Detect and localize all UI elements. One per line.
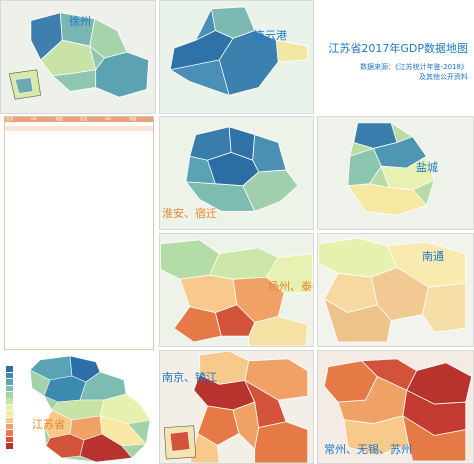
table-cell — [5, 131, 30, 136]
table-header-cell: GDP — [30, 117, 38, 121]
map-panel-xuzhou: 徐州 — [0, 0, 156, 114]
legend-swatch — [6, 417, 13, 424]
legend-item — [6, 423, 46, 430]
legend-swatch — [6, 366, 13, 372]
table-cell — [128, 131, 153, 136]
legend-item — [6, 385, 46, 392]
huaian-suqian-map — [185, 126, 299, 212]
map-panel-jiangsu: 江苏省 — [0, 350, 156, 464]
map-panel-nanjing-zhenjiang: 南京、镇江 — [159, 350, 314, 464]
legend-item — [6, 411, 46, 417]
panel-label-jiangsu: 江苏省 — [32, 418, 65, 431]
legend-swatch — [6, 398, 13, 404]
lianyungang-map — [169, 6, 309, 96]
map-panel-yangzhou-taizhou: 扬州、泰州 — [159, 233, 314, 347]
legend-item — [6, 443, 46, 449]
panel-label-nanjing-zhenjiang: 南京、镇江 — [162, 371, 217, 384]
legend-item — [6, 398, 46, 404]
legend-item — [6, 436, 46, 443]
table-header-cell: 增速 — [129, 117, 137, 121]
panel-label-huaian-suqian: 淮安、宿迁 — [162, 207, 217, 220]
yancheng-map — [347, 122, 435, 216]
table-header-cell: GDP — [104, 117, 112, 121]
legend-swatch — [6, 423, 13, 430]
panel-label-lianyungang: 连云港 — [254, 29, 287, 42]
map-panel-lianyungang: 连云港 — [159, 0, 314, 114]
legend-item — [6, 366, 46, 372]
table-row — [5, 126, 153, 132]
legend-item — [6, 372, 46, 379]
data-source-line2: 及其他公开资料 — [419, 73, 468, 81]
panel-label-nantong: 南通 — [422, 250, 444, 263]
map-panel-huaian-suqian: 淮安、宿迁 — [159, 116, 314, 230]
table-header-cell: 区县 — [6, 117, 14, 121]
xuzhou-map — [8, 12, 150, 100]
page-title: 江苏省2017年GDP数据地图 — [328, 42, 468, 55]
nanjing-zhenjiang-map — [163, 351, 309, 463]
table-header-row: 区县 GDP 增速 区县 GDP 增速 — [5, 117, 153, 122]
table-body — [5, 122, 153, 136]
legend-swatch — [6, 436, 13, 443]
data-source-line1: 数据来源：《江苏统计年鉴-2018》 — [360, 63, 468, 71]
table-cell — [30, 131, 55, 136]
panel-label-changzhou-wuxi-suzhou: 常州、无锡、苏州 — [324, 443, 412, 456]
legend-swatch — [6, 443, 13, 449]
title-block: 江苏省2017年GDP数据地图 数据来源：《江苏统计年鉴-2018》 及其他公开… — [318, 40, 468, 82]
nantong-map — [318, 237, 467, 343]
map-panel-changzhou-wuxi-suzhou: 常州、无锡、苏州 — [317, 350, 474, 464]
table-header-cell: 增速 — [55, 117, 63, 121]
legend-swatch — [6, 392, 13, 398]
legend-swatch — [6, 411, 13, 417]
table-row — [5, 131, 153, 136]
legend-item — [6, 404, 46, 411]
changzhou-wuxi-suzhou-map — [323, 358, 473, 462]
panel-label-xuzhou: 徐州 — [69, 15, 91, 28]
table-cell — [54, 131, 79, 136]
table-cell — [104, 131, 129, 136]
legend-item — [6, 392, 46, 398]
gdp-data-table: 区县 GDP 增速 区县 GDP 增速 — [4, 116, 154, 350]
map-legend — [6, 366, 46, 449]
legend-item — [6, 379, 46, 385]
map-panel-yancheng: 盐城 — [317, 116, 474, 230]
legend-swatch — [6, 404, 13, 411]
yangzhou-taizhou-map — [160, 239, 313, 346]
map-panel-nantong: 南通 — [317, 233, 474, 347]
legend-swatch — [6, 379, 13, 385]
legend-swatch — [6, 372, 13, 379]
legend-item — [6, 417, 46, 424]
legend-item — [6, 430, 46, 436]
legend-swatch — [6, 430, 13, 436]
jiangsu-map — [29, 355, 151, 463]
table-header-cell: 区县 — [80, 117, 88, 121]
panel-label-yancheng: 盐城 — [416, 161, 438, 174]
table-cell — [79, 131, 104, 136]
legend-swatch — [6, 385, 13, 392]
panel-label-yangzhou-taizhou: 扬州、泰州 — [268, 280, 313, 293]
